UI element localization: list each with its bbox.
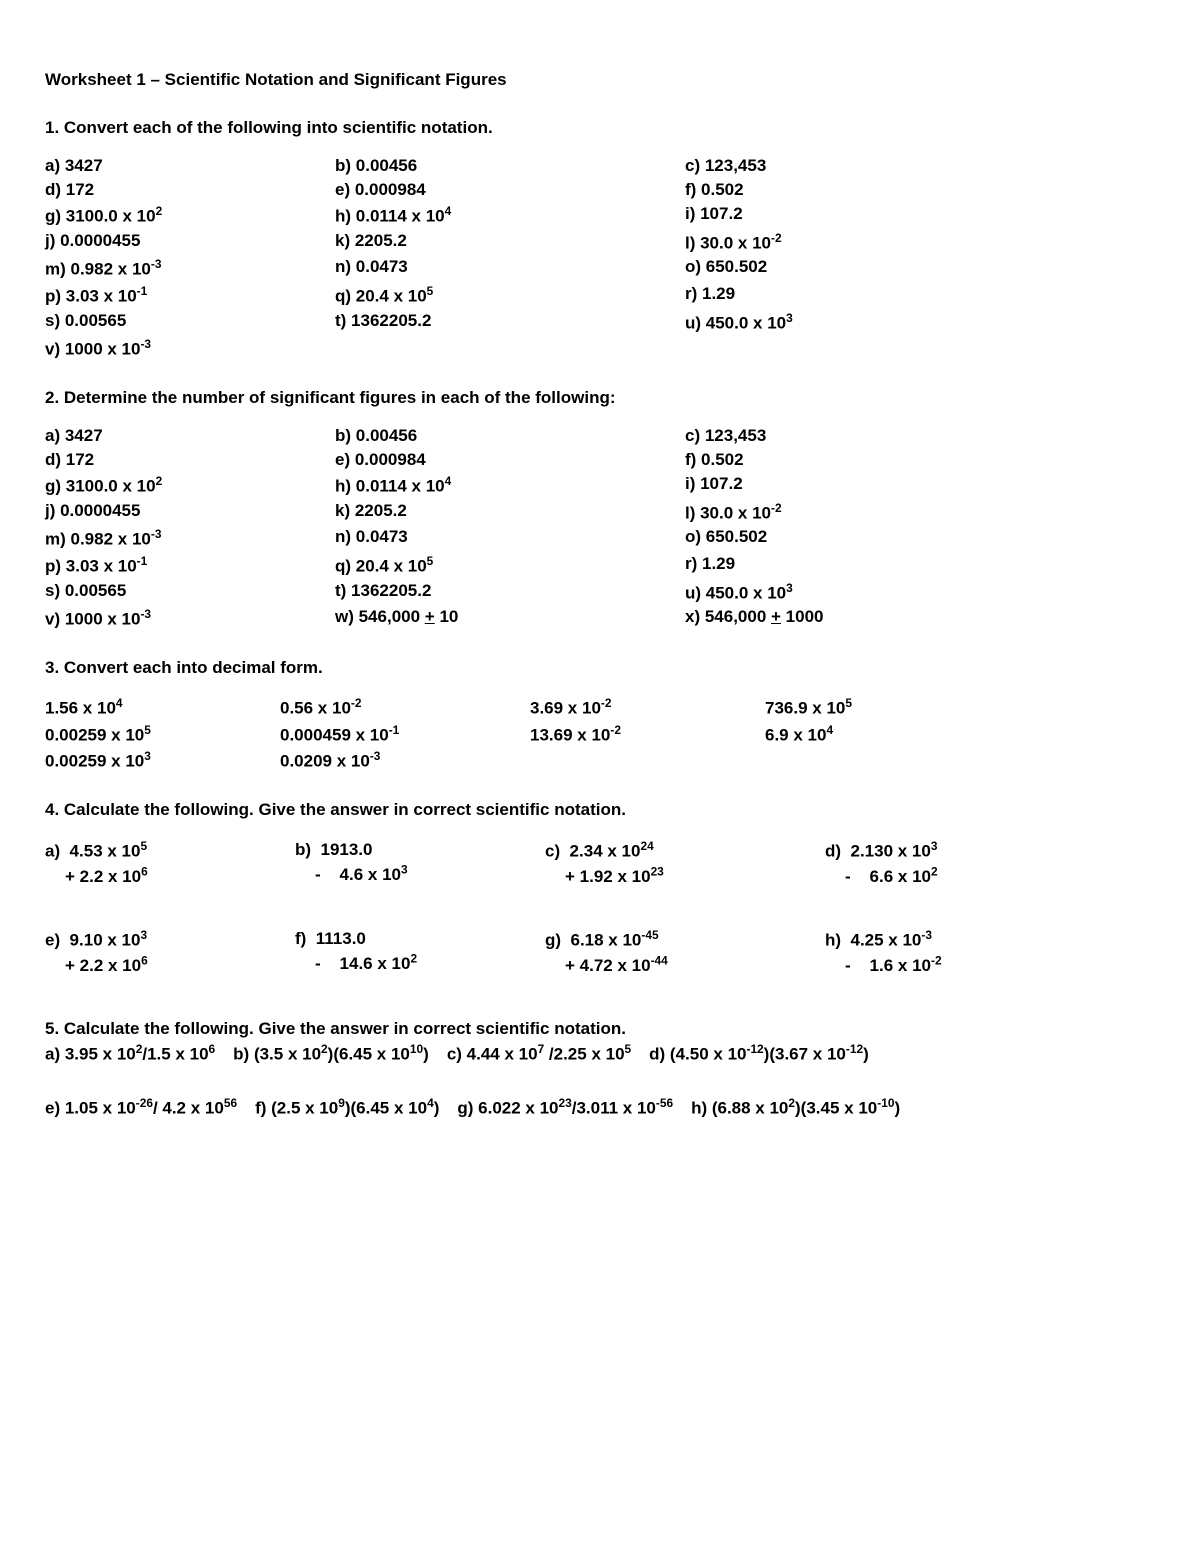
q5-part: c) 4.44 x 107 /2.25 x 105 [447, 1041, 631, 1067]
list-item: g) 3100.0 x 102 [45, 204, 335, 227]
q4-heading: 4. Calculate the following. Give the ans… [45, 800, 1155, 820]
list-item: v) 1000 x 10-3 [45, 607, 335, 630]
calc-item: f) 1113.0- 14.6 x 102 [295, 927, 545, 978]
q4-grid-row1: a) 4.53 x 105+ 2.2 x 106b) 1913.0- 4.6 x… [45, 838, 1155, 889]
calc-item: c) 2.34 x 1024+ 1.92 x 1023 [545, 838, 825, 889]
calc-item: g) 6.18 x 10-45+ 4.72 x 10-44 [545, 927, 825, 978]
q5-block: 5. Calculate the following. Give the ans… [45, 1016, 1155, 1122]
list-item: l) 30.0 x 10-2 [685, 231, 1155, 254]
list-item: 13.69 x 10-2 [530, 723, 765, 746]
list-item: j) 0.0000455 [45, 231, 335, 254]
q5-part: g) 6.022 x 1023/3.011 x 10-56 [457, 1095, 673, 1121]
q5-row1: a) 3.95 x 102/1.5 x 106 b) (3.5 x 102)(6.… [45, 1041, 1155, 1067]
q4-grid-row2: e) 9.10 x 103+ 2.2 x 106f) 1113.0- 14.6 … [45, 927, 1155, 978]
list-item: g) 3100.0 x 102 [45, 474, 335, 497]
list-item: q) 20.4 x 105 [335, 554, 685, 577]
list-item: d) 172 [45, 450, 335, 470]
list-item: t) 1362205.2 [335, 311, 685, 334]
q5-part: h) (6.88 x 102)(3.45 x 10-10) [691, 1095, 900, 1121]
list-item: r) 1.29 [685, 554, 1155, 577]
list-item: o) 650.502 [685, 257, 1155, 280]
q2-heading: 2. Determine the number of significant f… [45, 388, 1155, 408]
list-item: 0.00259 x 105 [45, 723, 280, 746]
list-item: f) 0.502 [685, 450, 1155, 470]
calc-item: d) 2.130 x 103- 6.6 x 102 [825, 838, 1155, 889]
list-item: e) 0.000984 [335, 180, 685, 200]
q3-heading: 3. Convert each into decimal form. [45, 658, 1155, 678]
list-item: d) 172 [45, 180, 335, 200]
list-item: o) 650.502 [685, 527, 1155, 550]
list-item: v) 1000 x 10-3 [45, 337, 335, 360]
q5-part: f) (2.5 x 109)(6.45 x 104) [255, 1095, 439, 1121]
calc-item: e) 9.10 x 103+ 2.2 x 106 [45, 927, 295, 978]
list-item: l) 30.0 x 10-2 [685, 501, 1155, 524]
calc-item: a) 4.53 x 105+ 2.2 x 106 [45, 838, 295, 889]
list-item: p) 3.03 x 10-1 [45, 284, 335, 307]
list-item: 6.9 x 104 [765, 723, 1155, 746]
list-item: s) 0.00565 [45, 581, 335, 604]
list-item: q) 20.4 x 105 [335, 284, 685, 307]
list-item: m) 0.982 x 10-3 [45, 527, 335, 550]
list-item: s) 0.00565 [45, 311, 335, 334]
list-item: 0.0209 x 10-3 [280, 749, 530, 772]
list-item: j) 0.0000455 [45, 501, 335, 524]
list-item: i) 107.2 [685, 204, 1155, 227]
q3-grid: 1.56 x 1040.56 x 10-23.69 x 10-2736.9 x … [45, 696, 1155, 772]
list-item: h) 0.0114 x 104 [335, 474, 685, 497]
q5-part: e) 1.05 x 10-26/ 4.2 x 1056 [45, 1095, 237, 1121]
calc-item: h) 4.25 x 10-3- 1.6 x 10-2 [825, 927, 1155, 978]
list-item: h) 0.0114 x 104 [335, 204, 685, 227]
list-item: 1.56 x 104 [45, 696, 280, 719]
q5-heading: 5. Calculate the following. Give the ans… [45, 1016, 1155, 1042]
q5-part: d) (4.50 x 10-12)(3.67 x 10-12) [649, 1041, 869, 1067]
list-item: 0.000459 x 10-1 [280, 723, 530, 746]
list-item: m) 0.982 x 10-3 [45, 257, 335, 280]
list-item: i) 107.2 [685, 474, 1155, 497]
q2-grid: a) 3427b) 0.00456c) 123,453 d) 172e) 0.00… [45, 426, 1155, 630]
list-item: a) 3427 [45, 156, 335, 176]
list-item: u) 450.0 x 103 [685, 581, 1155, 604]
list-item: 736.9 x 105 [765, 696, 1155, 719]
list-item: p) 3.03 x 10-1 [45, 554, 335, 577]
list-item: b) 0.00456 [335, 156, 685, 176]
calc-item: b) 1913.0- 4.6 x 103 [295, 838, 545, 889]
list-item: a) 3427 [45, 426, 335, 446]
list-item: b) 0.00456 [335, 426, 685, 446]
list-item: n) 0.0473 [335, 527, 685, 550]
worksheet-title: Worksheet 1 – Scientific Notation and Si… [45, 70, 1155, 90]
list-item: 3.69 x 10-2 [530, 696, 765, 719]
q5-part: b) (3.5 x 102)(6.45 x 1010) [233, 1041, 429, 1067]
list-item: u) 450.0 x 103 [685, 311, 1155, 334]
list-item: f) 0.502 [685, 180, 1155, 200]
list-item: w) 546,000 + 10 [335, 607, 685, 630]
q1-heading: 1. Convert each of the following into sc… [45, 118, 1155, 138]
list-item: c) 123,453 [685, 426, 1155, 446]
q5-row2: e) 1.05 x 10-26/ 4.2 x 1056 f) (2.5 x 109… [45, 1095, 1155, 1121]
list-item: k) 2205.2 [335, 501, 685, 524]
list-item: e) 0.000984 [335, 450, 685, 470]
list-item: x) 546,000 + 1000 [685, 607, 1155, 630]
list-item: c) 123,453 [685, 156, 1155, 176]
list-item: n) 0.0473 [335, 257, 685, 280]
list-item: 0.00259 x 103 [45, 749, 280, 772]
q1-grid: a) 3427b) 0.00456c) 123,453 d) 172e) 0.00… [45, 156, 1155, 360]
list-item: 0.56 x 10-2 [280, 696, 530, 719]
list-item: r) 1.29 [685, 284, 1155, 307]
q5-part: a) 3.95 x 102/1.5 x 106 [45, 1041, 215, 1067]
list-item: k) 2205.2 [335, 231, 685, 254]
list-item: t) 1362205.2 [335, 581, 685, 604]
